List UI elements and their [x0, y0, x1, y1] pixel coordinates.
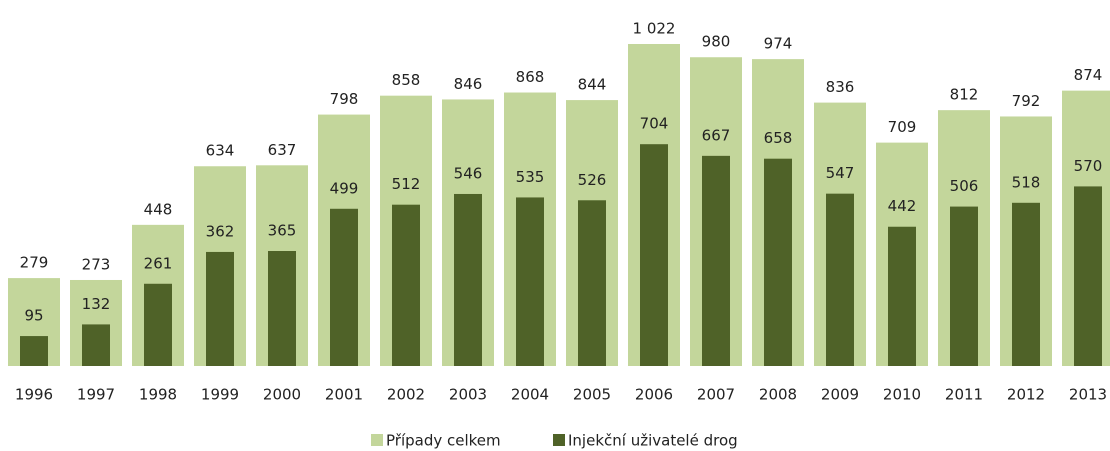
x-tick-label: 2013 — [1069, 386, 1107, 404]
x-tick-label: 2009 — [821, 386, 859, 404]
value-label: 836 — [826, 78, 855, 96]
value-label: 95 — [24, 307, 43, 325]
value-label: 506 — [950, 177, 979, 195]
value-label: 634 — [206, 142, 235, 160]
bar — [764, 158, 792, 366]
x-tick-label: 2007 — [697, 386, 735, 404]
bar — [1012, 202, 1040, 366]
value-label: 535 — [516, 168, 545, 186]
value-label: 546 — [454, 164, 483, 182]
x-tick-label: 2004 — [511, 386, 549, 404]
legend-swatch — [371, 434, 383, 446]
x-tick-label: 2008 — [759, 386, 797, 404]
x-tick-label: 2005 — [573, 386, 611, 404]
value-label: 709 — [888, 118, 917, 136]
legend-swatch — [553, 434, 565, 446]
value-label: 499 — [330, 179, 359, 197]
bar — [144, 283, 172, 366]
x-tick-label: 1999 — [201, 386, 239, 404]
legend-label: Případy celkem — [386, 432, 501, 450]
value-label: 512 — [392, 175, 421, 193]
bar — [578, 200, 606, 366]
value-label: 442 — [888, 197, 917, 215]
value-label: 518 — [1012, 173, 1041, 191]
value-label: 261 — [144, 254, 173, 272]
x-tick-label: 2012 — [1007, 386, 1045, 404]
value-label: 1 022 — [633, 20, 676, 38]
value-label: 279 — [20, 254, 49, 272]
x-tick-label: 2010 — [883, 386, 921, 404]
bar — [392, 204, 420, 366]
value-label: 974 — [764, 35, 793, 53]
value-label: 704 — [640, 115, 669, 133]
x-tick-label: 2002 — [387, 386, 425, 404]
bar — [950, 206, 978, 366]
bar — [206, 251, 234, 366]
value-label: 667 — [702, 126, 731, 144]
value-label: 874 — [1074, 66, 1103, 84]
value-label: 844 — [578, 76, 607, 94]
bar — [640, 144, 668, 366]
value-label: 798 — [330, 90, 359, 108]
value-label: 868 — [516, 68, 545, 86]
x-tick-label: 2006 — [635, 386, 673, 404]
x-tick-label: 1998 — [139, 386, 177, 404]
value-label: 362 — [206, 222, 235, 240]
bar — [702, 155, 730, 366]
x-tick-label: 2001 — [325, 386, 363, 404]
x-tick-label: 2011 — [945, 386, 983, 404]
value-label: 658 — [764, 129, 793, 147]
bar — [20, 336, 48, 366]
bar — [82, 324, 110, 366]
value-label: 858 — [392, 71, 421, 89]
bar — [330, 208, 358, 366]
value-label: 846 — [454, 75, 483, 93]
x-tick-label: 1997 — [77, 386, 115, 404]
bar — [454, 193, 482, 366]
value-label: 637 — [268, 141, 297, 159]
bar — [516, 197, 544, 366]
value-label: 980 — [702, 33, 731, 51]
value-label: 812 — [950, 86, 979, 104]
x-tick-label: 2000 — [263, 386, 301, 404]
value-label: 132 — [82, 295, 111, 313]
value-label: 547 — [826, 164, 855, 182]
value-label: 792 — [1012, 92, 1041, 110]
value-label: 570 — [1074, 157, 1103, 175]
bar — [826, 193, 854, 366]
bar — [268, 251, 296, 366]
x-tick-label: 1996 — [15, 386, 53, 404]
bar — [1074, 186, 1102, 366]
value-label: 273 — [82, 255, 111, 273]
legend-label: Injekční uživatelé drog — [568, 432, 738, 450]
value-label: 526 — [578, 171, 607, 189]
value-label: 365 — [268, 222, 297, 240]
value-label: 448 — [144, 200, 173, 218]
bar — [888, 226, 916, 366]
x-tick-label: 2003 — [449, 386, 487, 404]
